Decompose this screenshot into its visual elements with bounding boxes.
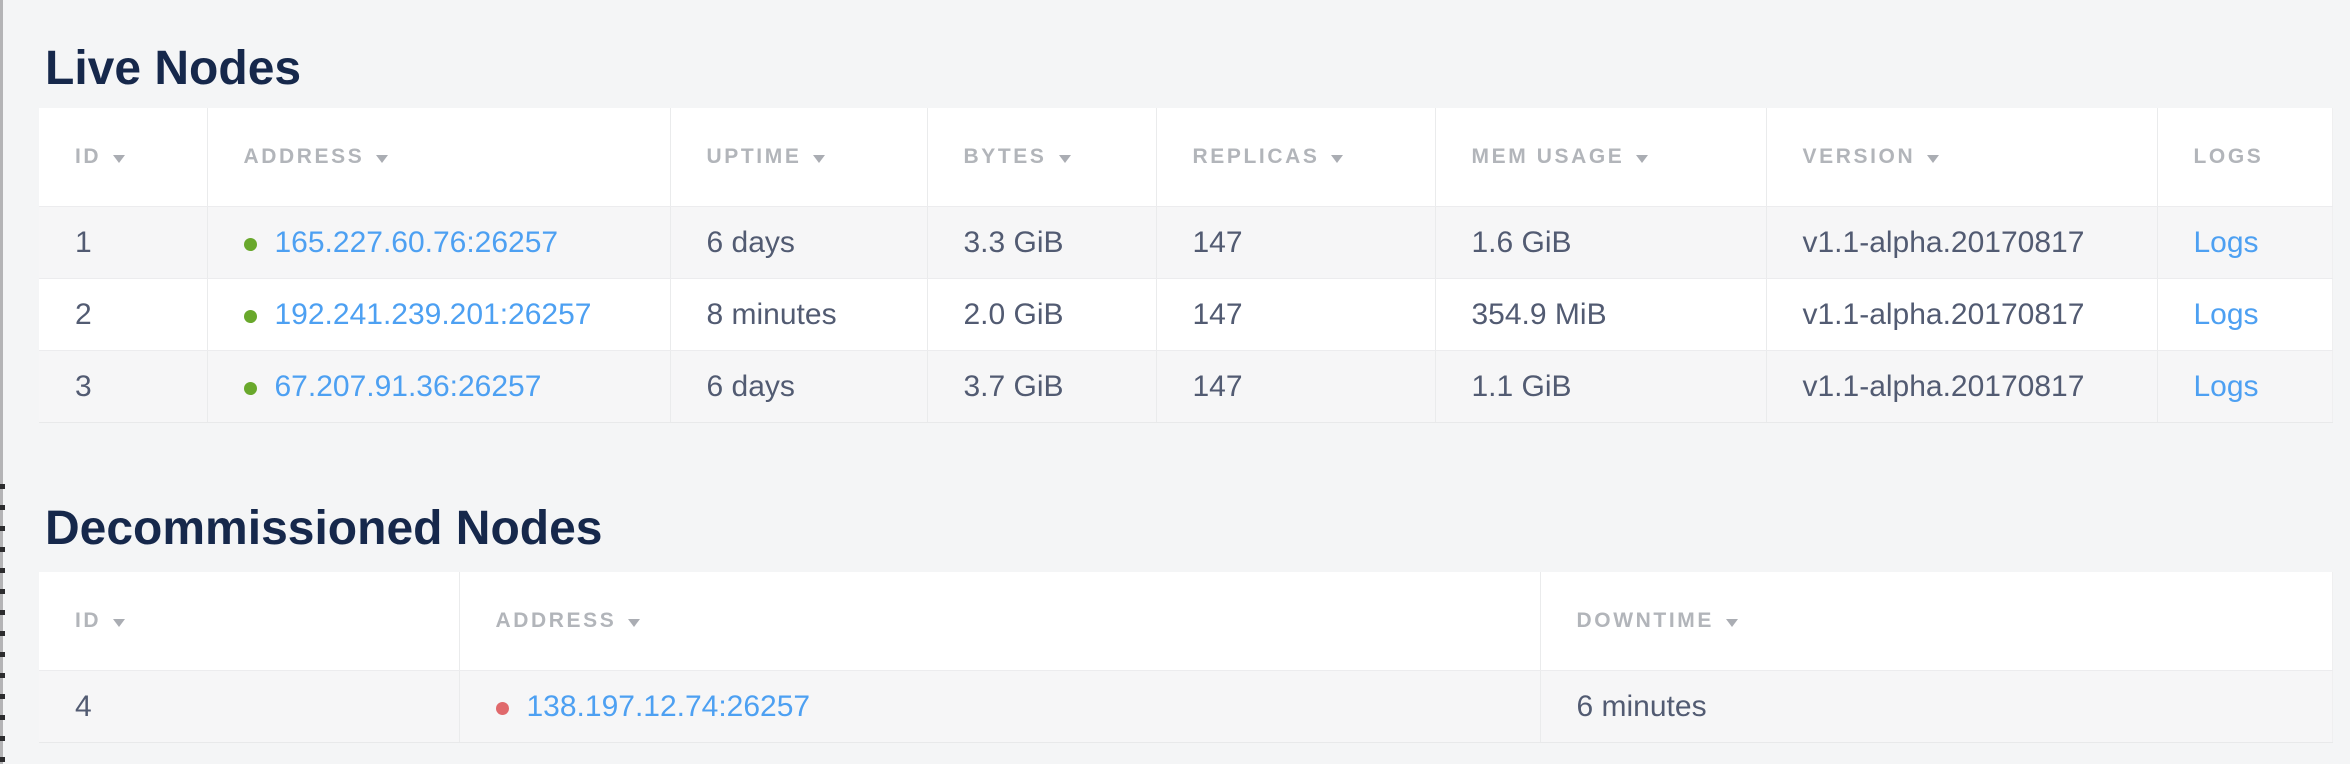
column-header-label: MEM USAGE xyxy=(1471,145,1625,168)
table-row-node-1: 1 165.227.60.76:26257 6 days 3.3 GiB 147… xyxy=(39,206,2333,279)
node-mem-usage-cell: 354.9 MiB xyxy=(1435,278,1767,351)
node-version-cell: v1.1-alpha.20170817 xyxy=(1766,206,2158,279)
node-address-cell: 192.241.239.201:26257 xyxy=(207,278,671,351)
sort-caret-icon xyxy=(113,155,126,163)
table-row-node-3: 3 67.207.91.36:26257 6 days 3.7 GiB 147 … xyxy=(39,350,2333,423)
sort-caret-icon xyxy=(1636,155,1649,163)
node-id-cell: 2 xyxy=(39,278,208,351)
node-live-status-dot-icon xyxy=(243,237,257,251)
node-uptime-cell: 6 days xyxy=(670,350,928,423)
column-header-label: REPLICAS xyxy=(1192,145,1320,168)
node-uptime-cell: 8 minutes xyxy=(670,278,928,351)
column-header-address[interactable]: ADDRESS xyxy=(459,572,1541,671)
node-address-link[interactable]: 165.227.60.76:26257 xyxy=(274,225,559,259)
node-replicas-cell: 147 xyxy=(1156,278,1436,351)
node-bytes-cell: 2.0 GiB xyxy=(927,278,1157,351)
node-live-status-dot-icon xyxy=(243,381,257,395)
node-mem-usage-cell: 1.1 GiB xyxy=(1435,350,1767,423)
node-id-cell: 4 xyxy=(39,670,460,743)
decommissioned-nodes-title: Decommissioned Nodes xyxy=(45,502,603,556)
column-header-id[interactable]: ID xyxy=(39,572,460,671)
column-header-label: DOWNTIME xyxy=(1576,609,1714,632)
node-replicas-cell: 147 xyxy=(1156,206,1436,279)
decommissioned-table-header-row: ID ADDRESS DOWNTIME xyxy=(39,572,2333,671)
live-nodes-title: Live Nodes xyxy=(45,42,302,96)
column-header-label: UPTIME xyxy=(706,145,802,168)
column-header-id[interactable]: ID xyxy=(39,108,208,207)
column-header-bytes[interactable]: BYTES xyxy=(927,108,1157,207)
table-row-node-2: 2 192.241.239.201:26257 8 minutes 2.0 Gi… xyxy=(39,278,2333,351)
node-logs-cell: Logs xyxy=(2157,278,2333,351)
logs-link[interactable]: Logs xyxy=(2193,297,2259,331)
node-downtime-cell: 6 minutes xyxy=(1540,670,2333,743)
column-header-label: ADDRESS xyxy=(495,609,617,632)
node-live-status-dot-icon xyxy=(243,309,257,323)
sort-caret-icon xyxy=(628,619,641,627)
column-header-label: ID xyxy=(75,145,102,168)
logs-link[interactable]: Logs xyxy=(2193,369,2259,403)
live-table-header-row: ID ADDRESS UPTIME BYTES REPLICAS MEM USA… xyxy=(39,108,2333,207)
column-header-version[interactable]: VERSION xyxy=(1766,108,2158,207)
sort-caret-icon xyxy=(376,155,389,163)
node-address-cell: 67.207.91.36:26257 xyxy=(207,350,671,423)
live-nodes-table: ID ADDRESS UPTIME BYTES REPLICAS MEM USA… xyxy=(39,108,2333,423)
column-header-address[interactable]: ADDRESS xyxy=(207,108,671,207)
column-header-label: LOGS xyxy=(2193,145,2264,168)
node-address-link[interactable]: 192.241.239.201:26257 xyxy=(274,297,592,331)
window-left-edge xyxy=(0,0,3,764)
node-logs-cell: Logs xyxy=(2157,350,2333,423)
decommissioned-nodes-table: ID ADDRESS DOWNTIME 4 138.197.12.74:2625… xyxy=(39,572,2333,743)
sort-caret-icon xyxy=(113,619,126,627)
window-left-edge-ticks xyxy=(0,484,5,764)
column-header-label: ID xyxy=(75,609,102,632)
column-header-label: BYTES xyxy=(963,145,1047,168)
node-id-cell: 3 xyxy=(39,350,208,423)
column-header-downtime[interactable]: DOWNTIME xyxy=(1540,572,2333,671)
sort-caret-icon xyxy=(1725,619,1738,627)
node-version-cell: v1.1-alpha.20170817 xyxy=(1766,278,2158,351)
node-dead-status-dot-icon xyxy=(495,701,509,715)
node-uptime-cell: 6 days xyxy=(670,206,928,279)
sort-caret-icon xyxy=(1927,155,1940,163)
node-logs-cell: Logs xyxy=(2157,206,2333,279)
column-header-mem-usage[interactable]: MEM USAGE xyxy=(1435,108,1767,207)
node-mem-usage-cell: 1.6 GiB xyxy=(1435,206,1767,279)
sort-caret-icon xyxy=(813,155,826,163)
table-row-node-4: 4 138.197.12.74:26257 6 minutes xyxy=(39,670,2333,743)
node-bytes-cell: 3.3 GiB xyxy=(927,206,1157,279)
sort-caret-icon xyxy=(1331,155,1344,163)
node-address-cell: 138.197.12.74:26257 xyxy=(459,670,1541,743)
node-replicas-cell: 147 xyxy=(1156,350,1436,423)
column-header-label: ADDRESS xyxy=(243,145,365,168)
column-header-logs: LOGS xyxy=(2157,108,2333,207)
column-header-uptime[interactable]: UPTIME xyxy=(670,108,928,207)
logs-link[interactable]: Logs xyxy=(2193,225,2259,259)
node-address-cell: 165.227.60.76:26257 xyxy=(207,206,671,279)
column-header-label: VERSION xyxy=(1802,145,1916,168)
node-address-link[interactable]: 67.207.91.36:26257 xyxy=(274,369,542,403)
node-address-link[interactable]: 138.197.12.74:26257 xyxy=(526,689,811,723)
column-header-replicas[interactable]: REPLICAS xyxy=(1156,108,1436,207)
node-version-cell: v1.1-alpha.20170817 xyxy=(1766,350,2158,423)
node-bytes-cell: 3.7 GiB xyxy=(927,350,1157,423)
node-id-cell: 1 xyxy=(39,206,208,279)
sort-caret-icon xyxy=(1058,155,1071,163)
